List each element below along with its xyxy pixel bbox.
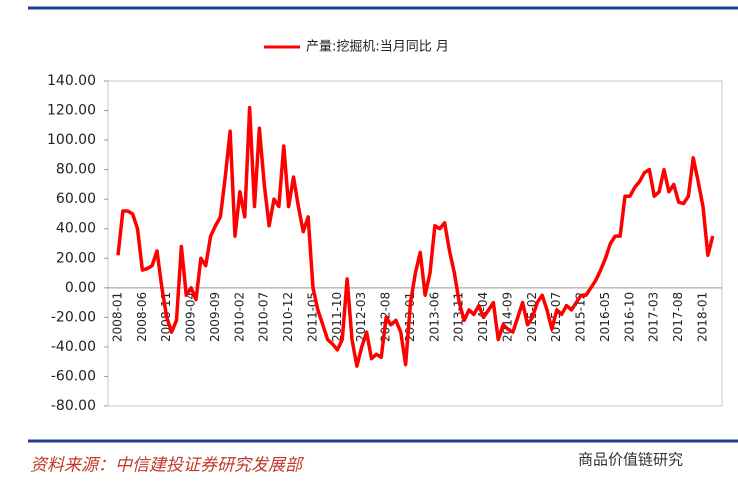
legend-label: 产量:挖掘机:当月同比 月 <box>306 40 449 55</box>
x-tick-label: 2011-05 <box>306 292 320 342</box>
data-line <box>116 105 715 368</box>
y-tick-label: 40.00 <box>56 221 96 237</box>
watermark: 商品价值链研究 <box>578 451 683 469</box>
x-tick-label: 2008-01 <box>111 292 125 342</box>
x-tick-label: 2011-10 <box>330 292 344 342</box>
x-tick-label: 2012-03 <box>354 292 368 342</box>
x-tick-label: 2008-06 <box>135 292 149 342</box>
y-tick-label: 140.00 <box>47 73 96 89</box>
source-note: 资料来源：中信建投证券研究发展部 <box>30 456 305 476</box>
x-tick-label: 2010-12 <box>281 292 295 342</box>
y-tick-label: 100.00 <box>47 132 96 148</box>
x-tick-label: 2018-01 <box>696 292 710 342</box>
x-tick-label: 2016-10 <box>622 292 636 342</box>
x-tick-label: 2017-03 <box>647 292 661 342</box>
x-tick-label: 2009-04 <box>184 292 198 342</box>
x-tick-label: 2014-09 <box>501 292 515 342</box>
x-tick-label: 2013-11 <box>452 292 466 342</box>
y-tick-label: 60.00 <box>56 191 96 207</box>
y-tick-label: 80.00 <box>56 162 96 178</box>
y-tick-label: -60.00 <box>51 368 96 384</box>
x-tick-label: 2013-06 <box>427 292 441 342</box>
y-tick-label: -40.00 <box>51 339 96 355</box>
x-tick-label: 2015-12 <box>574 292 588 342</box>
y-tick-label: 0.00 <box>65 280 96 296</box>
x-tick-label: 2010-07 <box>257 292 271 342</box>
plot-frame <box>107 80 723 407</box>
y-tick-label: 120.00 <box>47 103 96 119</box>
x-tick-label: 2010-02 <box>232 292 246 342</box>
x-tick-label: 2009-09 <box>208 292 222 342</box>
x-tick-label: 2016-05 <box>598 292 612 342</box>
y-tick-label: 20.00 <box>56 250 96 266</box>
x-tick-label: 2017-08 <box>671 292 685 342</box>
y-tick-label: -80.00 <box>51 398 96 414</box>
y-tick-label: -20.00 <box>51 309 96 325</box>
